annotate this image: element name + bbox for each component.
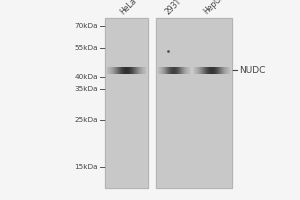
Bar [105, 18, 148, 188]
Text: 55kDa: 55kDa [74, 45, 98, 51]
Text: 293T: 293T [164, 0, 183, 16]
Text: 40kDa: 40kDa [74, 74, 98, 80]
Text: 35kDa: 35kDa [74, 86, 98, 92]
Text: 15kDa: 15kDa [74, 164, 98, 170]
Text: HeLa: HeLa [118, 0, 138, 16]
Text: NUDC: NUDC [239, 66, 266, 75]
Text: HepG2: HepG2 [202, 0, 226, 16]
Bar [156, 18, 232, 188]
Text: 70kDa: 70kDa [74, 23, 98, 29]
Text: 25kDa: 25kDa [74, 117, 98, 123]
